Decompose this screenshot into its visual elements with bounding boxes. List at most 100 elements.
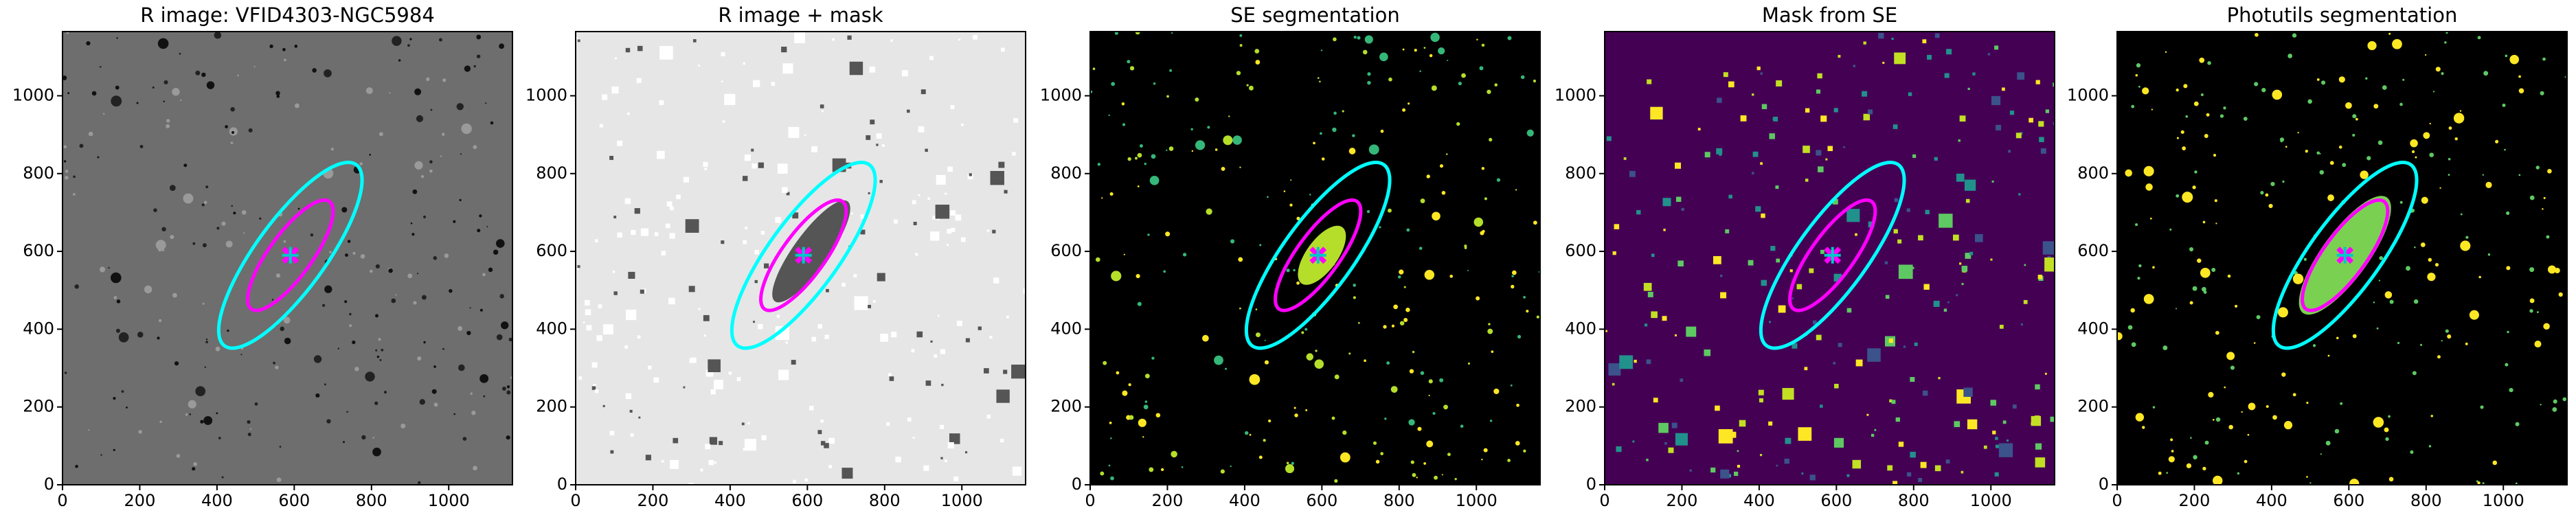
speckle [1108,464,1111,467]
speckle [984,368,989,374]
speckle [2377,140,2383,146]
speckle [2152,266,2155,269]
speckle [950,105,955,110]
speckle [1934,33,1940,38]
speckle [2135,413,2145,422]
speckle [2237,472,2240,475]
speckle [2368,43,2371,47]
speckle [935,205,950,219]
speckle [591,386,596,390]
speckle [2226,352,2235,360]
speckle [1122,123,1126,126]
speckle [113,296,117,299]
x-tick-label: 600 [1820,491,1852,510]
speckle [1515,189,1517,191]
speckle [1283,190,1286,192]
speckle [692,39,697,43]
speckle [2554,267,2560,274]
speckle [939,424,945,429]
speckle [192,467,196,471]
speckle [2151,108,2154,111]
speckle [221,221,226,226]
axes-frame [62,31,513,485]
x-tick-label: 400 [1743,491,1775,510]
speckle [1833,108,1838,113]
x-tick-label: 0 [1085,491,1095,510]
speckle [201,203,205,207]
speckle [2193,455,2197,460]
speckle [1990,400,1996,406]
speckle [2045,109,2049,113]
speckle [2309,482,2312,484]
speckle [195,70,201,76]
speckle [310,233,314,237]
speckle [63,145,67,149]
speckle [2478,275,2481,279]
speckle [1805,108,1810,113]
speckle [1776,258,1781,263]
speckle [2448,157,2451,161]
speckle [2389,299,2394,304]
speckle [2564,76,2566,78]
speckle [1612,382,1615,386]
speckle [163,80,168,84]
speckle [2194,170,2197,174]
speckle [1313,141,1315,145]
speckle [381,348,384,352]
speckle [612,271,615,273]
speckle [2292,393,2296,397]
speckle [2373,301,2375,304]
speckle [462,437,467,441]
speckle [2192,286,2197,291]
speckle [473,466,477,471]
speckle [2465,342,2468,345]
speckle [1190,128,1193,131]
speckle [2131,104,2135,108]
speckle [1408,419,1415,426]
speckle [1001,47,1005,52]
speckle [1239,307,1241,310]
speckle [751,148,754,152]
speckle [947,166,953,172]
speckle [2176,88,2179,92]
speckle [1248,85,1254,91]
speckle [2260,191,2264,195]
speckle [1728,81,1735,88]
ellipse [216,160,364,350]
speckle [1616,446,1622,453]
y-tick-label: 600 [1050,241,1082,260]
speckle [1367,80,1371,85]
speckle [2360,170,2369,179]
speckle [1761,104,1767,109]
speckle [1149,467,1154,472]
speckle [477,229,481,233]
speckle [1888,339,1894,343]
speckle [126,406,128,409]
speckle [1488,323,1491,325]
speckle [879,180,883,183]
speckle [269,44,273,49]
speckle [2334,428,2340,434]
speckle [2228,424,2233,430]
speckle [1664,442,1667,445]
speckle [1467,362,1471,365]
speckle [88,131,93,137]
speckle [2287,54,2292,58]
speckle [2215,222,2217,225]
speckle [1352,134,1355,137]
speckle [2035,457,2046,468]
speckle [683,386,686,389]
speckle [221,476,224,479]
speckle [936,174,946,185]
speckle [1443,404,1448,410]
speckle [752,163,757,169]
speckle [2127,325,2133,330]
speckle [609,431,615,436]
speckle [2199,57,2205,63]
center-plus-marker [282,247,299,264]
speckle [1464,247,1467,249]
y-tick-label: 0 [44,474,54,494]
speckle [409,38,412,41]
speckle [1961,283,1964,286]
